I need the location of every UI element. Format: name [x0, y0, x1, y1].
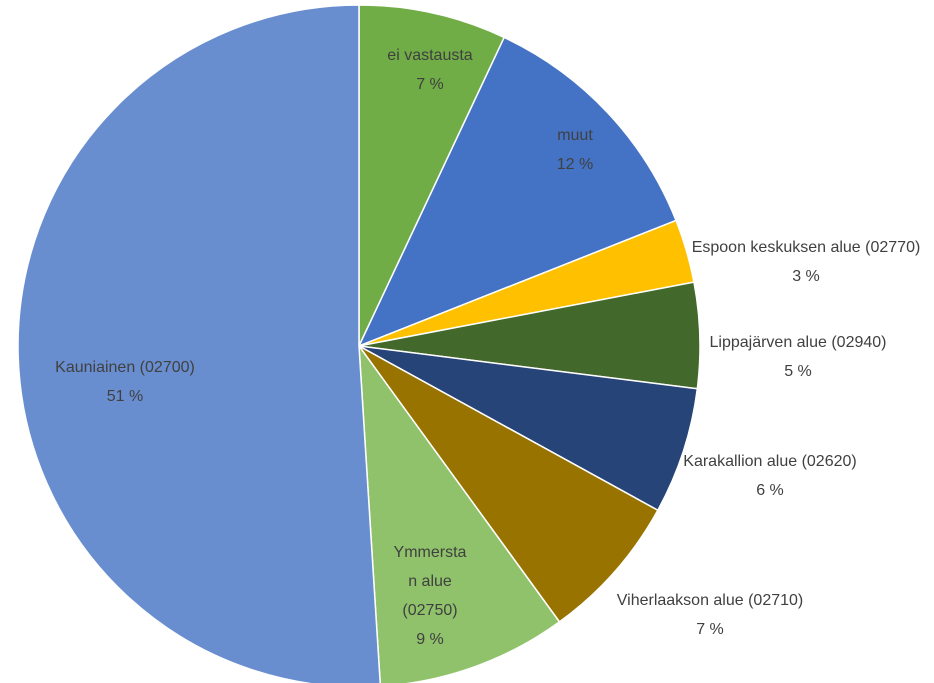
- data-label: Ymmerstan alue (02750) 9 %: [390, 538, 470, 654]
- category-label: muut: [557, 127, 593, 144]
- pie-slice: [358, 4, 506, 347]
- data-label: Viherlaakson alue (02710) 7 %: [610, 586, 810, 644]
- data-label: Lippajärven alue (02940) 5 %: [698, 328, 898, 386]
- value-label: 7 %: [416, 76, 444, 93]
- value-label: 51 %: [106, 388, 144, 405]
- pie-slice: [358, 345, 659, 623]
- value-label: 3 %: [792, 268, 820, 285]
- category-label: Viherlaakson alue (02710): [616, 592, 804, 609]
- data-label: Karakallion alue (02620) 6 %: [670, 447, 870, 505]
- data-label: Kauniainen (02700) 51 %: [0, 353, 255, 411]
- category-label: Karakallion alue (02620): [683, 453, 857, 470]
- value-label: 9 %: [416, 631, 444, 648]
- category-label: Lippajärven alue (02940): [709, 334, 887, 351]
- data-label: muut 12 %: [515, 121, 635, 179]
- category-label: Espoon keskuksen alue (02770): [691, 239, 921, 256]
- data-label: Espoon keskuksen alue (02770) 3 %: [686, 233, 926, 291]
- value-label: 7 %: [696, 621, 724, 638]
- value-label: 12 %: [556, 156, 594, 173]
- category-label: Kauniainen (02700): [55, 359, 195, 376]
- data-label: ei vastausta 7 %: [355, 41, 505, 99]
- value-label: 5 %: [784, 363, 812, 380]
- value-label: 6 %: [756, 482, 784, 499]
- category-label: ei vastausta: [387, 47, 473, 64]
- pie-slice: [17, 4, 381, 683]
- pie-slice: [357, 36, 678, 348]
- pie-slice: [358, 345, 699, 512]
- category-label: Ymmerstan alue (02750): [393, 544, 467, 619]
- pie-slice: [358, 343, 561, 683]
